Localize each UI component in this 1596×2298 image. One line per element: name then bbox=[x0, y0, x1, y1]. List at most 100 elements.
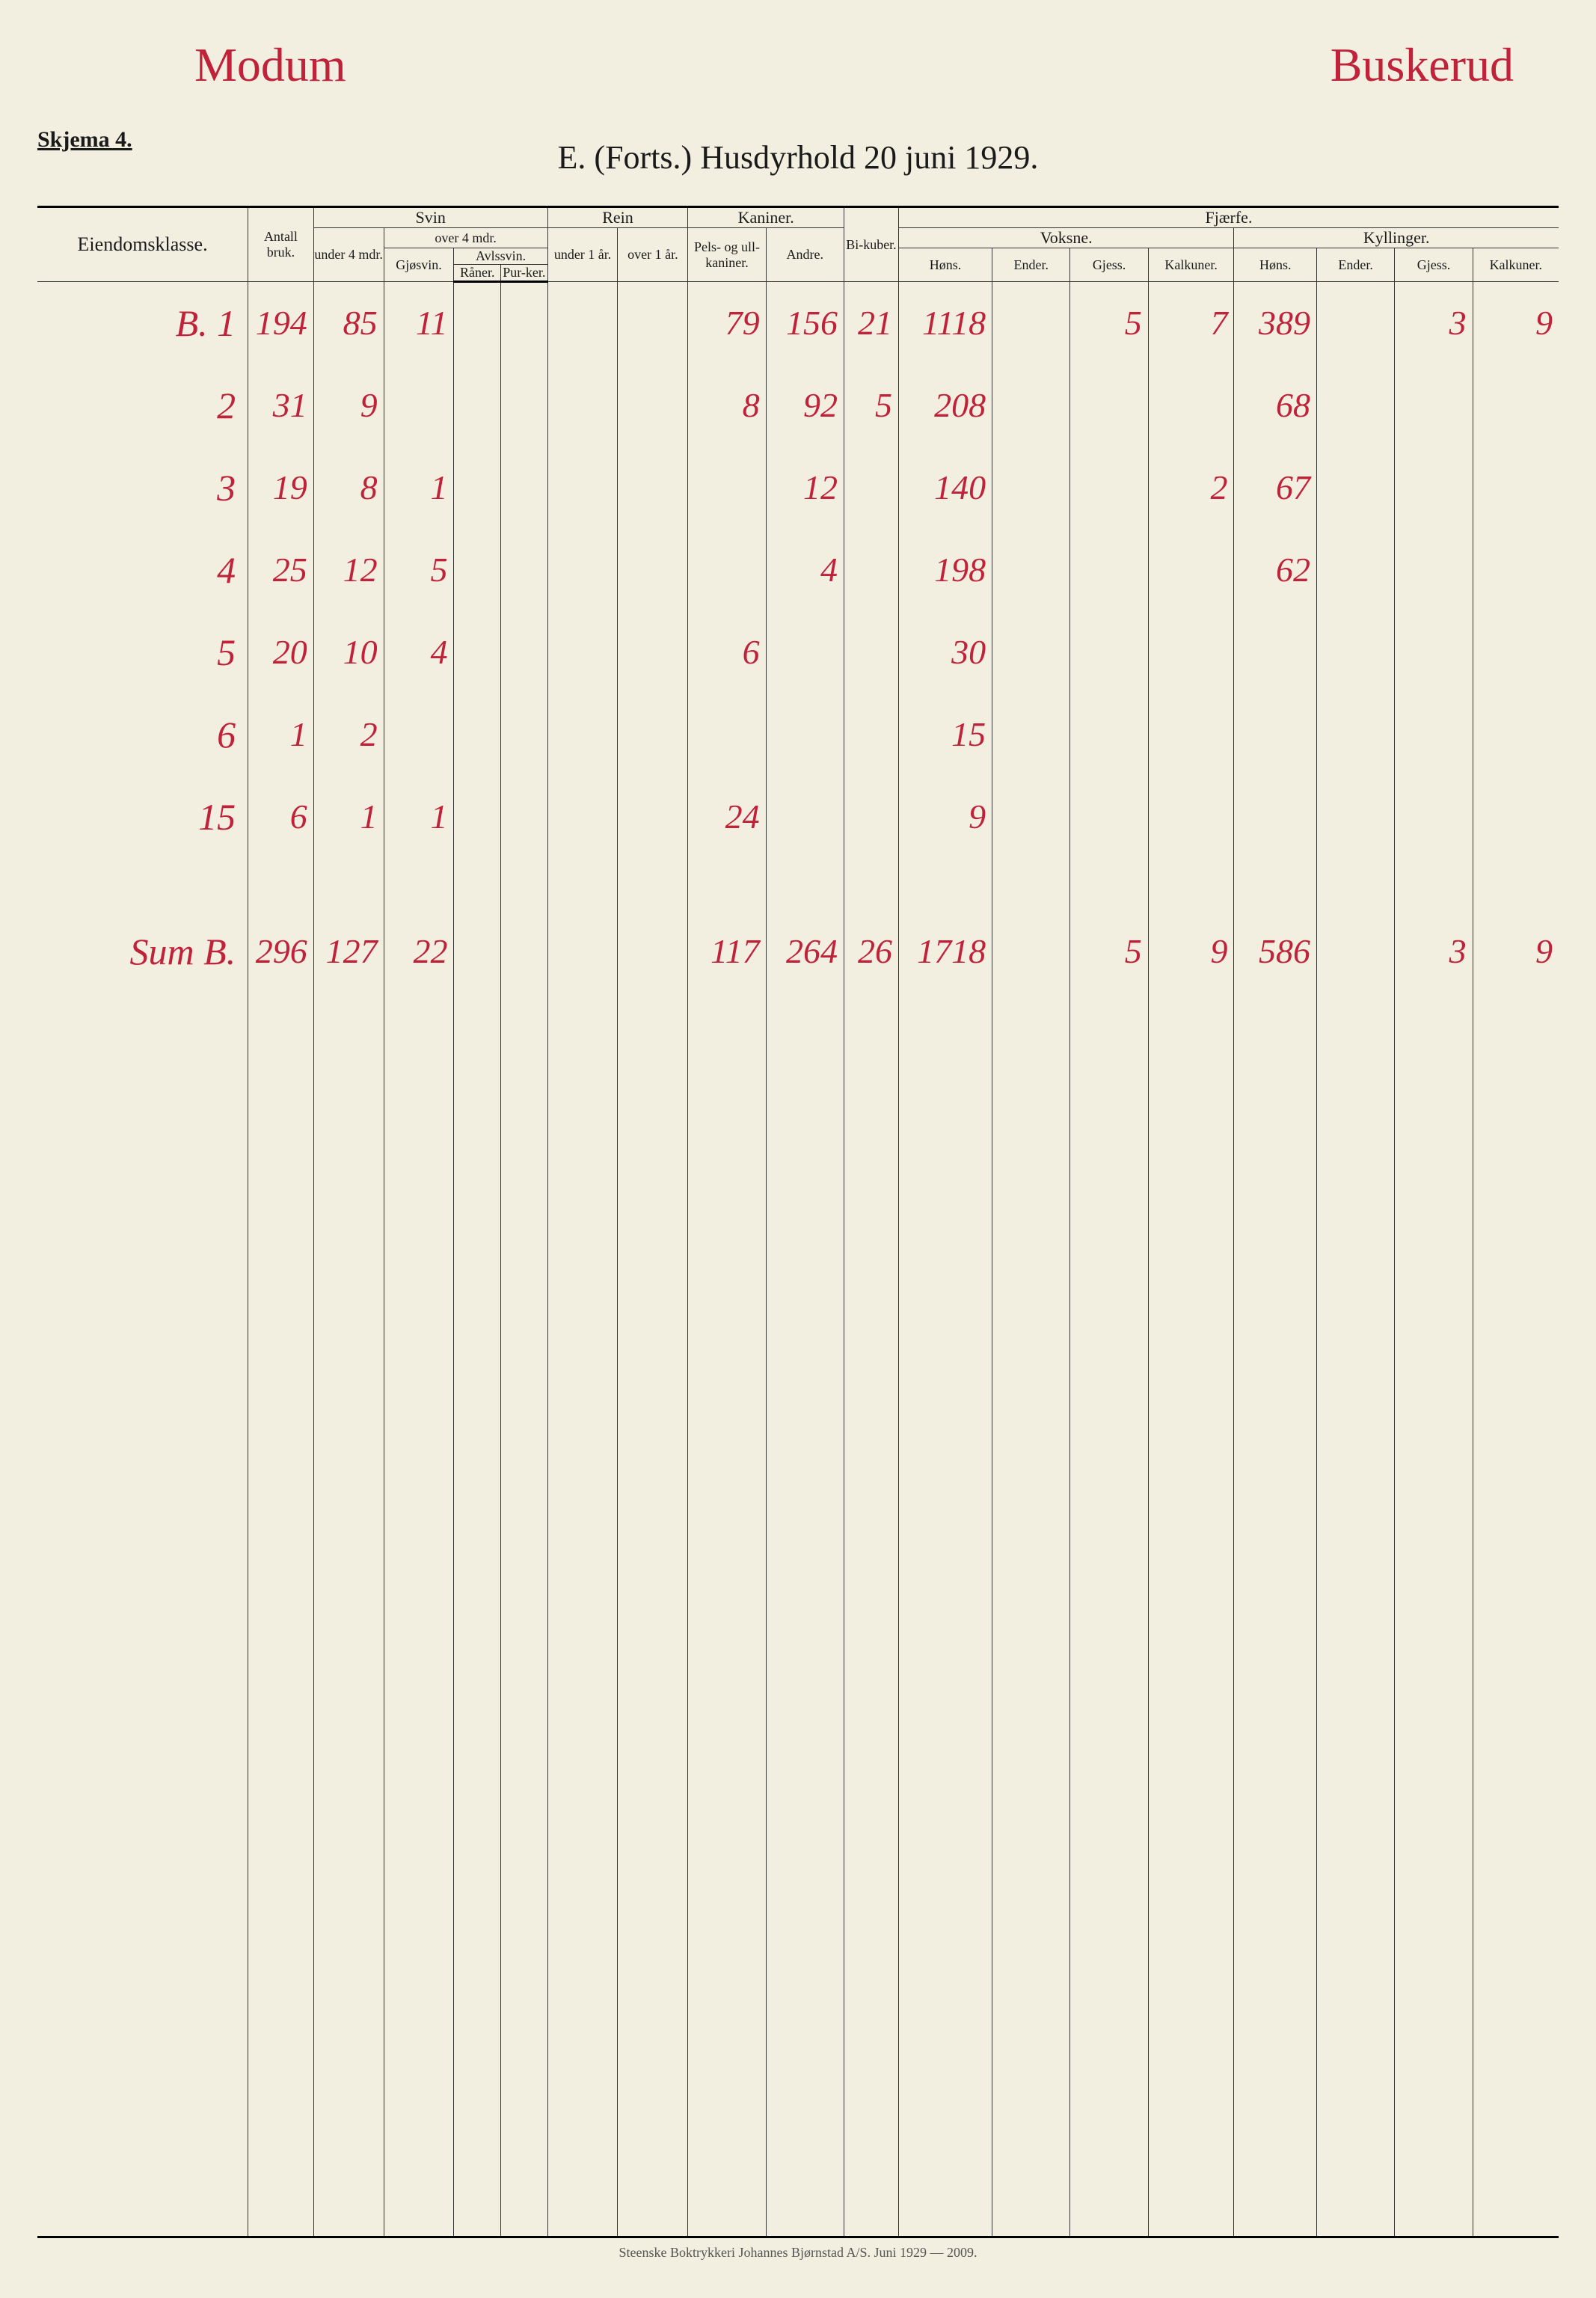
empty-cell bbox=[1070, 858, 1148, 910]
empty-cell bbox=[1395, 993, 1473, 2237]
cell bbox=[384, 693, 454, 776]
cell: 1 bbox=[384, 447, 454, 529]
cell: 30 bbox=[898, 611, 992, 693]
cell bbox=[618, 529, 688, 611]
empty-cell bbox=[384, 993, 454, 2237]
cell: 12 bbox=[766, 447, 844, 529]
cell: 92 bbox=[766, 364, 844, 447]
cell bbox=[844, 447, 898, 529]
cell bbox=[992, 364, 1070, 447]
cell: 8 bbox=[313, 447, 384, 529]
empty-cell bbox=[1317, 858, 1395, 910]
cell bbox=[1395, 447, 1473, 529]
cell bbox=[992, 611, 1070, 693]
empty-cell bbox=[898, 993, 992, 2237]
table-row: 3198112140267 bbox=[37, 447, 1559, 529]
empty-cell bbox=[1234, 858, 1317, 910]
cell bbox=[618, 693, 688, 776]
empty-cell bbox=[1234, 993, 1317, 2237]
col-svin-gjosvin: Gjøsvin. bbox=[384, 248, 454, 282]
cell: 5 bbox=[1070, 910, 1148, 993]
cell bbox=[844, 611, 898, 693]
cell bbox=[501, 693, 548, 776]
empty-cell bbox=[1473, 993, 1559, 2237]
cell: 208 bbox=[898, 364, 992, 447]
cell bbox=[1395, 364, 1473, 447]
cell bbox=[618, 447, 688, 529]
empty-cell bbox=[898, 858, 992, 910]
cell: 127 bbox=[313, 910, 384, 993]
handwritten-region-left: Modum bbox=[194, 37, 346, 93]
page-title: E. (Forts.) Husdyrhold 20 juni 1929. bbox=[37, 138, 1559, 177]
cell: 11 bbox=[384, 282, 454, 364]
col-kan-pels: Pels- og ull-kaniner. bbox=[688, 228, 766, 282]
empty-cell bbox=[1148, 993, 1234, 2237]
colgroup-kaniner: Kaniner. bbox=[688, 208, 844, 228]
cell bbox=[1070, 529, 1148, 611]
cell bbox=[618, 282, 688, 364]
cell: 15 bbox=[898, 693, 992, 776]
cell bbox=[844, 529, 898, 611]
empty-cell bbox=[618, 993, 688, 2237]
cell: 10 bbox=[313, 611, 384, 693]
cell: 156 bbox=[766, 282, 844, 364]
cell bbox=[547, 776, 618, 858]
empty-cell bbox=[688, 993, 766, 2237]
cell bbox=[501, 529, 548, 611]
cell bbox=[501, 910, 548, 993]
row-label: 2 bbox=[37, 364, 248, 447]
livestock-table: Eiendomsklasse. Antall bruk. Svin Rein K… bbox=[37, 206, 1559, 2238]
table-row: 2319892520868 bbox=[37, 364, 1559, 447]
cell: 198 bbox=[898, 529, 992, 611]
cell: 25 bbox=[248, 529, 314, 611]
col-svin-purker: Pur-ker. bbox=[501, 265, 548, 282]
cell: 62 bbox=[1234, 529, 1317, 611]
cell: 3 bbox=[1395, 910, 1473, 993]
cell bbox=[1234, 693, 1317, 776]
cell bbox=[1473, 529, 1559, 611]
handwritten-region-right: Buskerud bbox=[1330, 37, 1514, 93]
cell bbox=[688, 693, 766, 776]
cell bbox=[618, 776, 688, 858]
cell bbox=[1395, 776, 1473, 858]
cell bbox=[454, 364, 501, 447]
cell: 1718 bbox=[898, 910, 992, 993]
col-v-gjess: Gjess. bbox=[1070, 248, 1148, 282]
cell: 1 bbox=[313, 776, 384, 858]
cell bbox=[1317, 447, 1395, 529]
cell bbox=[1473, 364, 1559, 447]
cell bbox=[844, 693, 898, 776]
cell: 389 bbox=[1234, 282, 1317, 364]
cell: 21 bbox=[844, 282, 898, 364]
empty-cell bbox=[1317, 993, 1395, 2237]
cell bbox=[992, 693, 1070, 776]
table-row: Sum B.296127221172642617185958639 bbox=[37, 910, 1559, 993]
cell: 5 bbox=[384, 529, 454, 611]
col-eiendomsklasse: Eiendomsklasse. bbox=[37, 208, 248, 282]
empty-cell bbox=[992, 858, 1070, 910]
cell bbox=[844, 776, 898, 858]
cell bbox=[1317, 776, 1395, 858]
cell bbox=[454, 611, 501, 693]
cell: 68 bbox=[1234, 364, 1317, 447]
table-row: 520104630 bbox=[37, 611, 1559, 693]
cell bbox=[1473, 776, 1559, 858]
table-row: 425125419862 bbox=[37, 529, 1559, 611]
cell: 586 bbox=[1234, 910, 1317, 993]
cell bbox=[547, 282, 618, 364]
row-label: Sum B. bbox=[37, 910, 248, 993]
cell bbox=[547, 364, 618, 447]
cell bbox=[1317, 529, 1395, 611]
empty-cell bbox=[248, 858, 314, 910]
cell bbox=[1070, 693, 1148, 776]
empty-cell bbox=[313, 858, 384, 910]
colgroup-kyllinger: Kyllinger. bbox=[1234, 228, 1559, 248]
cell: 9 bbox=[1473, 282, 1559, 364]
colgroup-svin-avlssvin: Avlssvin. bbox=[454, 248, 547, 265]
cell: 9 bbox=[898, 776, 992, 858]
cell bbox=[1317, 611, 1395, 693]
empty-cell bbox=[688, 858, 766, 910]
empty-cell bbox=[547, 993, 618, 2237]
cell bbox=[454, 529, 501, 611]
cell bbox=[1148, 529, 1234, 611]
